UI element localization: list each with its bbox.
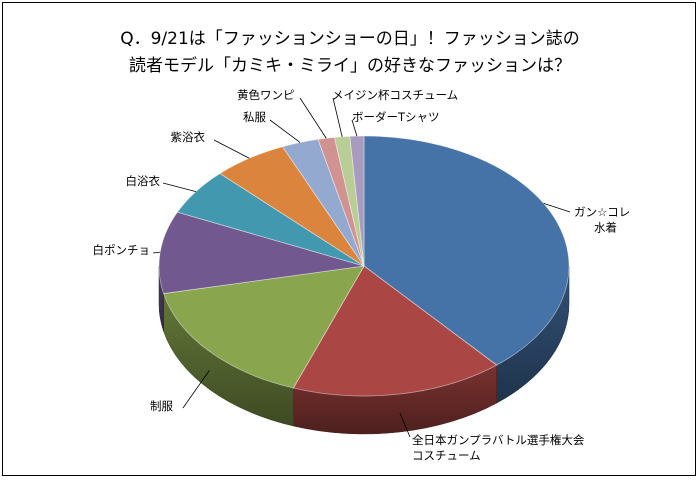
slice-label-6: 紫浴衣 bbox=[171, 130, 206, 144]
pie-slice-3 bbox=[163, 265, 365, 389]
slice-label-8: 黄色ワンピ bbox=[237, 88, 295, 102]
leader-line-10 bbox=[351, 119, 358, 137]
chart-title: Q．9/21は「ファッションショーの日」！ファッション誌の読者モデル「カミキ・ミ… bbox=[120, 29, 580, 76]
pie-slice-1 bbox=[363, 135, 570, 366]
slice-label-4: 白ポンチョ bbox=[93, 243, 151, 257]
leader-line-8 bbox=[299, 97, 327, 139]
chart-title-line-1: Q．9/21は「ファッションショーの日」！ファッション誌の bbox=[120, 29, 580, 49]
slice-label-5: 白浴衣 bbox=[126, 174, 161, 188]
leader-line-2 bbox=[399, 412, 411, 438]
leader-line-5 bbox=[162, 182, 197, 192]
leader-line-1 bbox=[543, 202, 571, 213]
leader-line-4 bbox=[152, 251, 161, 254]
chart-title-line-2: 読者モデル「カミキ・ミライ」の好きなファッションは？ bbox=[129, 55, 571, 76]
slice-label-7: 私服 bbox=[243, 110, 266, 124]
leader-lines bbox=[152, 97, 571, 438]
pie-slice-2 bbox=[292, 265, 498, 397]
slice-label-1: ガン☆コレ水着 bbox=[574, 205, 630, 235]
pie-sides bbox=[158, 265, 570, 435]
slice-label-10: ボーダーTシャツ bbox=[352, 110, 440, 124]
leader-line-9 bbox=[332, 97, 343, 137]
leader-line-6 bbox=[213, 139, 250, 159]
slice-label-9: メイジン杯コスチューム bbox=[332, 88, 458, 102]
slice-label-3: 制服 bbox=[150, 399, 173, 413]
pie-slices bbox=[158, 135, 570, 397]
slice-label-2: 全日本ガンプラバトル選手権大会コスチューム bbox=[412, 433, 585, 463]
leader-line-7 bbox=[269, 119, 301, 143]
leader-line-3 bbox=[182, 370, 210, 409]
